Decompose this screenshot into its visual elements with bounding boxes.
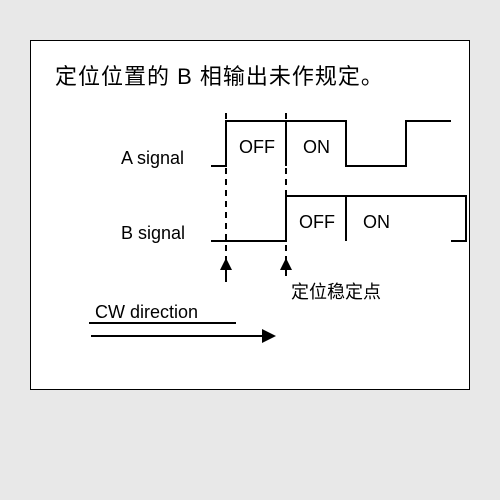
cw-direction-label: CW direction — [95, 302, 198, 323]
a-off-label: OFF — [239, 137, 275, 158]
timing-diagram: A signal OFF ON B signal OFF ON 定位稳定点 CW… — [31, 101, 471, 391]
b-signal-label: B signal — [121, 223, 185, 244]
diagram-panel: 定位位置的 B 相输出未作规定。 A signal OFF ON B signa… — [30, 40, 470, 390]
a-signal-label: A signal — [121, 148, 184, 169]
b-on-label: ON — [363, 212, 390, 233]
b-off-label: OFF — [299, 212, 335, 233]
panel-title: 定位位置的 B 相输出未作规定。 — [55, 59, 384, 91]
a-on-label: ON — [303, 137, 330, 158]
callout-label: 定位稳定点 — [291, 278, 381, 304]
